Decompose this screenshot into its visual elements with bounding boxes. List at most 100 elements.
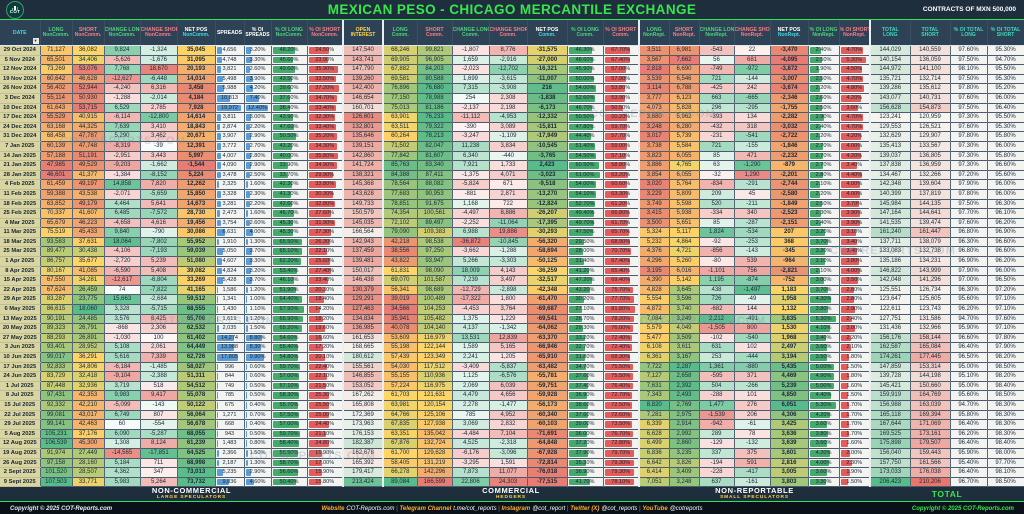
c-long-cell: 71,502 [382,141,418,152]
pct-oi-total-short-cell: 98.30% [987,419,1024,430]
pct-oi-long-nonrept-cell: 4.00% [808,458,840,469]
date-cell: 26 Aug 2025 [0,458,41,469]
table-row: 24 Jun 2025 83,729 32,418 -9,104 -2,388 51,31… [0,371,1024,382]
c-long-cell: 39,019 [382,294,418,306]
nc-net-pos-cell: 31,095 [177,55,216,66]
nc-short-cell: 28,160 [72,458,105,469]
nc-net-pos-cell: 59,039 [177,246,216,258]
nc-change-short-cell: -1,676 [140,55,178,66]
c-short-cell: 88,082 [417,179,453,190]
footer-link-youtube[interactable]: YouTube @cotreports [642,505,703,512]
c-short-cell: 99,821 [417,45,453,56]
nr-change-long-cell: -92 [699,237,735,248]
date-cell: 7 Jan 2025 [0,141,41,152]
footer-link-telegram-channel[interactable]: Telegram Channel t.me/cot_reports [399,505,497,512]
pct-oi-long-comm-cell: 47.80% [567,122,604,133]
nc-change-short-cell: -7,193 [140,246,178,258]
pct-oi-long-nonrept-cell: 3.80% [808,304,840,315]
total-short-cell: 134,231 [910,256,951,267]
pct-oi-long-comm-cell: 30.20% [567,294,604,306]
pct-oi-short-comm-cell: 79.70% [603,448,640,459]
nc-net-pos-cell: 68,998 [177,458,216,469]
nr-change-long-cell: 85 [699,218,735,229]
nc-long-cell: 105,231 [40,429,73,440]
c-short-cell: 109,383 [417,227,453,238]
table-row: 13 May 2025 90,191 24,485 3,576 6,425 65,706 1… [0,314,1024,325]
pct-oi-long-nonrept-cell: 1.90% [808,64,840,75]
pct-oi-long-noncomm-cell: 65.20% [271,323,308,334]
table-row: 9 Sept 2025 107,503 33,771 5,983 5,264 73,732… [0,477,1024,487]
footer-link-website[interactable]: Website COT-Reports.com [321,505,395,512]
total-long-cell: 129,553 [869,122,911,133]
total-long-cell: 174,261 [869,352,911,363]
c-long-cell: 53,609 [382,333,418,344]
nr-change-short-cell: -880 [734,362,771,373]
open-interest-cell: 139,260 [342,74,384,85]
c-net-pos-cell: -64,848 [527,438,568,449]
pct-oi-long-comm-cell: 37.60% [567,410,604,421]
c-long-cell: 69,581 [382,74,418,85]
nc-short-cell: 52,944 [72,83,105,94]
pct-oi-short-nonrept-cell: 1.70% [839,400,871,411]
col-header-nr-long: LONG NonRept. [638,20,670,46]
nr-short-cell: 4,721 [669,246,700,258]
c-short-cell: 97,250 [417,246,453,258]
pct-oi-short-nonrept-cell: 3.40% [839,237,871,248]
footer-link-twitter-x-[interactable]: Twitter (X) @cot_reports [570,505,638,512]
open-interest-cell: 150,017 [342,266,384,277]
pct-oi-total-short-cell: 98.20% [987,371,1024,382]
nr-change-long-cell: 438 [699,285,735,296]
nr-change-short-cell: -266 [734,381,771,392]
nr-change-long-cell: -682 [699,304,735,315]
pct-oi-total-long-cell: 97.00% [950,275,988,286]
open-interest-cell: 136,985 [342,323,384,334]
nc-net-pos-cell: 65,706 [177,314,216,325]
pct-oi-long-nonrept-cell: 2.50% [808,55,840,66]
c-long-cell: 63,901 [382,112,418,123]
nc-net-pos-cell: 56,678 [177,419,216,430]
pct-oi-spreads-cell: 3.90% [244,74,272,85]
pct-oi-long-comm-cell: 26.70% [567,314,604,325]
c-short-cell: 132,724 [417,438,453,449]
spreads-cell: 2,035 [215,323,245,334]
nc-net-pos-cell: 5,997 [177,151,216,162]
c-net-pos-cell: -17,949 [527,131,568,142]
pct-oi-short-comm-cell: 65.40% [603,266,640,277]
nc-change-short-cell: 5,239 [140,256,178,267]
c-net-pos-cell: -76,018 [527,467,568,478]
spreads-cell: 1,430 [215,304,245,315]
pct-oi-spreads-cell: 1.60% [244,208,272,219]
nr-change-long-cell: 337 [699,448,735,459]
table-row: 15 Jul 2025 92,332 42,210 -5,099 -143 50,122 6… [0,400,1024,411]
c-change-short-cell: 1,229 [489,314,528,325]
nc-long-cell: 93,401 [40,342,73,353]
pct-oi-long-nonrept-cell: 3.50% [808,352,840,363]
pct-oi-total-long-cell: 96.40% [950,419,988,430]
pct-oi-short-comm-cell: 57.70% [603,131,640,142]
pct-oi-long-nonrept-cell: 2.80% [808,170,840,181]
table-row: 28 Jan 2025 46,601 41,377 -1,384 -8,152 5,224… [0,170,1024,181]
pct-oi-spreads-cell: 0.80% [244,438,272,449]
c-change-short-cell: 4,952 [489,410,528,421]
c-change-long-cell: -3,247 [452,131,490,142]
nc-net-pos-cell: 62,726 [177,352,216,363]
pct-oi-long-comm-cell: 36.00% [567,429,604,440]
nc-change-short-cell: 6,425 [140,314,178,325]
pct-oi-total-long-cell: 97.90% [950,266,988,277]
pct-oi-short-comm-cell: 57.90% [603,74,640,85]
nc-change-long-cell: 6,485 [104,208,141,219]
c-change-long-cell: 7,921 [452,160,490,171]
c-short-cell: 89,497 [417,218,453,229]
table-row: 19 Nov 2024 60,642 46,628 -12,627 -6,448 14,0… [0,74,1024,85]
nr-change-long-cell: 631 [699,342,735,353]
date-filter-button[interactable]: ▾ [32,38,39,44]
nc-short-cell: 53,715 [72,103,105,114]
footer-link-instagram[interactable]: Instagram @cot_report [501,505,566,512]
c-net-pos-cell: -15,811 [527,122,568,133]
c-long-cell: 61,831 [382,266,418,277]
pct-oi-total-short-cell: 95.20% [987,83,1024,94]
pct-oi-short-comm-cell: 72.70% [603,390,640,401]
pct-oi-short-noncomm-cell: 22.40% [307,362,344,373]
nc-change-short-cell: 2,061 [140,342,178,353]
nc-short-cell: 41,607 [72,208,105,219]
